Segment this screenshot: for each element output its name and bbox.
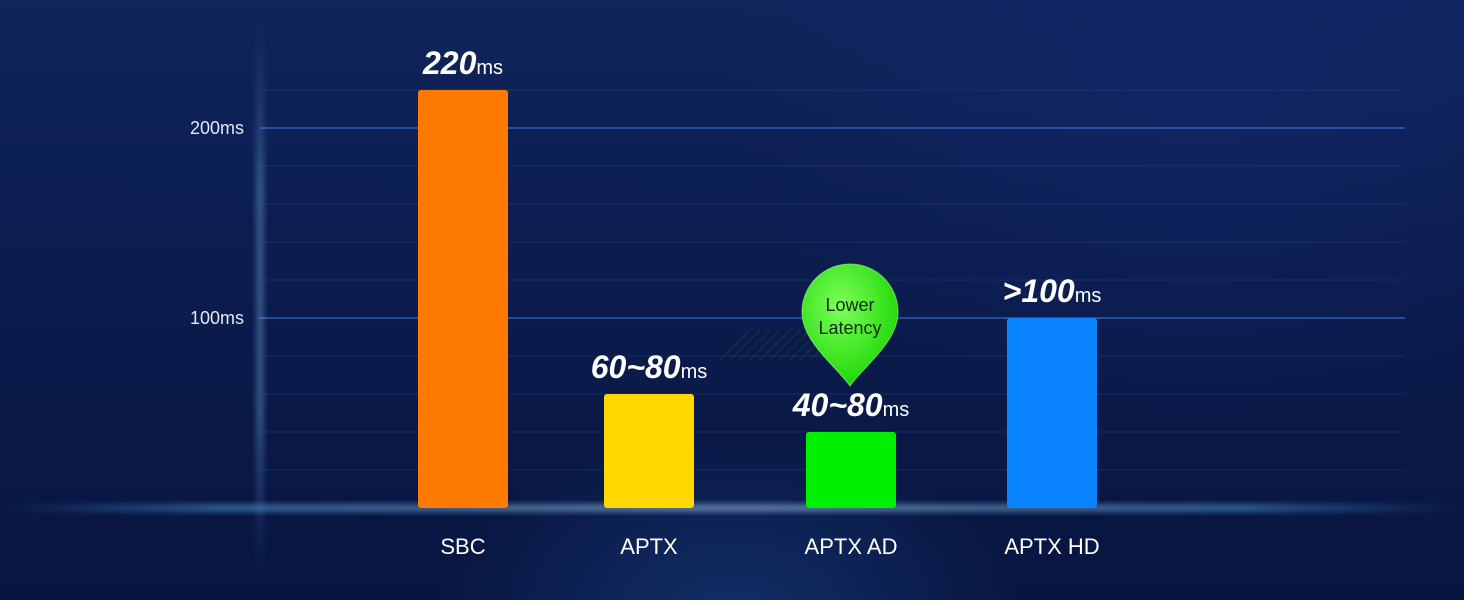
category-label: APTX AD bbox=[805, 534, 898, 559]
pin-hatch bbox=[719, 329, 751, 361]
pin-hatch bbox=[769, 329, 801, 361]
pin-hatch bbox=[729, 329, 761, 361]
callout-text: Latency bbox=[818, 318, 881, 338]
axes bbox=[0, 20, 1464, 580]
callout: Lower Latency bbox=[719, 263, 899, 387]
category-label: APTX bbox=[620, 534, 678, 559]
location-pin-icon bbox=[801, 263, 899, 387]
pin-hatch bbox=[779, 329, 811, 361]
category-label: SBC bbox=[440, 534, 485, 559]
pin-hatch bbox=[749, 329, 781, 361]
bar-sbc bbox=[418, 90, 508, 508]
pin-hatch bbox=[739, 329, 771, 361]
value-label: 220ms bbox=[422, 45, 503, 81]
labels: 100ms 200ms 220ms SBC 60~80ms APTX 40~80ms APTX… bbox=[190, 45, 1101, 559]
bars bbox=[418, 90, 1097, 508]
bar-aptx bbox=[604, 394, 694, 508]
category-label: APTX HD bbox=[1004, 534, 1099, 559]
callout-text: Lower bbox=[825, 295, 874, 315]
value-label: 40~80ms bbox=[792, 387, 910, 423]
y-tick-label: 200ms bbox=[190, 118, 244, 138]
bar-aptx-hd bbox=[1007, 318, 1097, 508]
value-label: >100ms bbox=[1003, 273, 1102, 309]
value-label: 60~80ms bbox=[591, 349, 708, 385]
y-tick-label: 100ms bbox=[190, 308, 244, 328]
bar-aptx-ad bbox=[806, 432, 896, 508]
pin-hatch bbox=[759, 329, 791, 361]
